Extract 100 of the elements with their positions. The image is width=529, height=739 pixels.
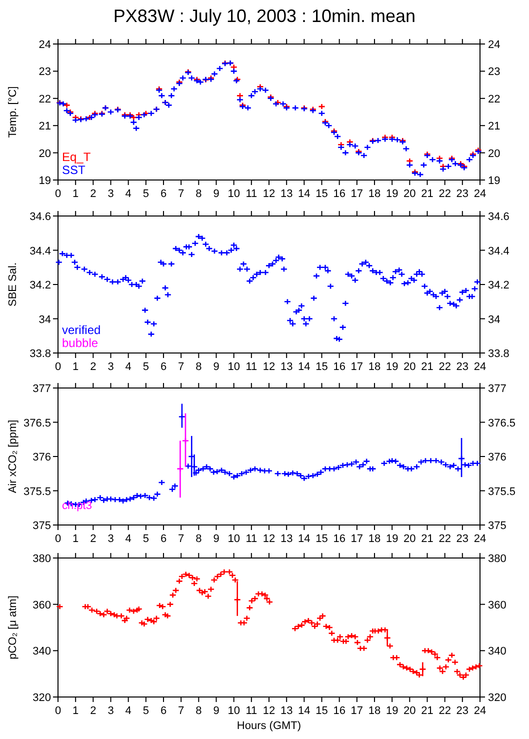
y2-tick-label: 33.8: [488, 348, 510, 360]
y2-tick-label: 377: [488, 383, 506, 395]
x-tick-label: 7: [178, 361, 184, 373]
x-tick-label: 16: [333, 533, 346, 545]
x-tick-label: 10: [228, 705, 240, 717]
x-tick-label: 23: [456, 188, 469, 200]
x-tick-label: 6: [160, 533, 167, 545]
annotation: ch.pt3: [62, 500, 92, 512]
y-tick-label: 377: [32, 383, 51, 395]
chart-title: PX83W : July 10, 2003 : 10min. mean: [113, 6, 416, 26]
y-tick-label: 320: [32, 692, 51, 704]
x-tick-label: 9: [213, 361, 220, 373]
x-tick-label: 23: [456, 705, 469, 717]
x-tick-label: 0: [54, 705, 62, 717]
y-tick-label: 376.5: [23, 417, 51, 430]
x-tick-label: 5: [142, 705, 149, 717]
x-tick-label: 0: [54, 533, 62, 545]
x-tick-label: 2: [90, 533, 96, 545]
y2-tick-label: 20: [488, 148, 500, 160]
x-tick-label: 9: [213, 533, 220, 545]
x-tick-label: 24: [474, 705, 486, 717]
y2-tick-label: 24: [488, 39, 500, 51]
x-tick-label: 16: [333, 705, 346, 717]
y-tick-label: 360: [32, 599, 51, 612]
x-tick-label: 21: [421, 361, 434, 373]
x-tick-label: 11: [246, 533, 258, 545]
y2-tick-label: 34.2: [488, 280, 510, 292]
x-tick-label: 17: [350, 188, 364, 200]
x-tick-label: 12: [262, 533, 276, 545]
y2-tick-label: 23: [488, 66, 500, 78]
x-tick-label: 15: [316, 361, 328, 373]
x-tick-label: 15: [316, 705, 328, 717]
x-tick-label: 14: [298, 533, 310, 545]
x-tick-label: 11: [246, 188, 258, 200]
y-tick-label: 34: [38, 314, 51, 326]
x-tick-label: 19: [386, 361, 398, 373]
x-tick-label: 12: [262, 705, 276, 717]
x-tick-label: 13: [280, 533, 293, 545]
x-tick-label: 19: [386, 188, 398, 200]
x-tick-label: 0: [54, 188, 62, 200]
y-tick-label: 33.8: [30, 348, 51, 360]
x-tick-label: 19: [386, 533, 398, 545]
x-tick-label: 20: [404, 533, 416, 545]
x-tick-label: 16: [333, 361, 346, 373]
text: Eq_T: [62, 150, 92, 164]
x-tick-label: 1: [72, 188, 79, 200]
x-tick-label: 20: [404, 361, 416, 373]
x-tick-label: 5: [142, 533, 149, 545]
x-tick-label: 19: [386, 705, 398, 717]
y-axis-title: pCO₂ [μ atm]: [7, 596, 19, 660]
text: verified: [62, 323, 101, 337]
x-tick-label: 1: [72, 705, 79, 717]
x-tick-label: 4: [125, 705, 132, 717]
x-tick-label: 13: [280, 361, 293, 373]
x-tick-label: 17: [350, 361, 364, 373]
y-tick-label: 21: [38, 120, 51, 133]
y2-tick-label: 380: [488, 553, 506, 565]
y-axis-title: Air xCO₂ [ppm]: [7, 420, 19, 494]
x-tick-label: 9: [213, 705, 220, 717]
x-tick-label: 12: [262, 188, 276, 200]
x-tick-label: 8: [196, 705, 202, 717]
y-tick-label: 34.6: [30, 211, 51, 223]
y2-tick-label: 320: [488, 692, 506, 704]
x-tick-label: 21: [421, 533, 434, 545]
x-tick-label: 14: [298, 705, 310, 717]
x-tick-label: 14: [298, 188, 310, 200]
y-tick-label: 22: [38, 93, 51, 106]
y-tick-label: 380: [32, 553, 51, 565]
x-tick-label: 3: [108, 361, 114, 373]
x-tick-label: 24: [474, 361, 486, 373]
x-tick-label: 4: [125, 188, 132, 200]
y-tick-label: 340: [32, 646, 51, 658]
x-tick-label: 3: [108, 533, 114, 545]
x-tick-label: 23: [456, 361, 469, 373]
x-tick-label: 18: [368, 361, 381, 373]
x-tick-label: 21: [421, 705, 434, 717]
x-tick-label: 12: [262, 361, 276, 373]
legend-label: bubble: [62, 336, 98, 350]
y-tick-label: 23: [38, 66, 51, 78]
x-tick-label: 4: [125, 361, 132, 373]
x-tick-label: 18: [368, 705, 381, 717]
x-tick-label: 17: [350, 533, 364, 545]
x-tick-label: 18: [368, 188, 381, 200]
text: SST: [62, 163, 86, 177]
x-tick-label: 8: [196, 361, 202, 373]
x-tick-label: 1: [72, 533, 79, 545]
y2-tick-label: 375: [488, 520, 506, 532]
x-tick-label: 7: [178, 533, 184, 545]
x-tick-label: 18: [368, 533, 381, 545]
x-tick-label: 13: [280, 705, 293, 717]
x-tick-label: 22: [438, 705, 451, 717]
x-tick-label: 4: [125, 533, 132, 545]
x-tick-label: 23: [456, 533, 469, 545]
x-tick-label: 5: [142, 188, 149, 200]
x-tick-label: 2: [90, 188, 96, 200]
x-tick-label: 6: [160, 188, 167, 200]
y-tick-label: 375.5: [23, 486, 51, 498]
y2-tick-label: 19: [488, 175, 500, 187]
x-tick-label: 13: [280, 188, 293, 200]
x-tick-label: 11: [246, 705, 258, 717]
